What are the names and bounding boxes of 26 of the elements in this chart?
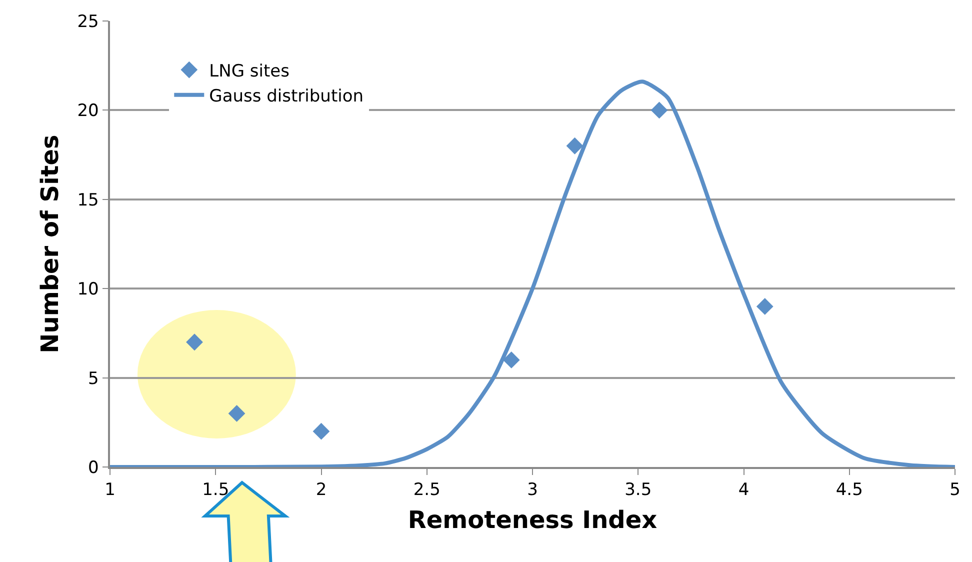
x-tick-label: 3.5	[624, 480, 652, 500]
point	[756, 298, 774, 315]
y-tick-label: 0	[88, 458, 99, 478]
x-tick-label: 1.5	[202, 480, 230, 500]
y-tick-label: 25	[77, 12, 99, 32]
point	[186, 334, 203, 351]
y-tick-label: 15	[77, 190, 99, 210]
y-tick-label: 5	[88, 368, 99, 389]
x-tick-label: 3	[527, 480, 538, 500]
y-tick-label: 20	[77, 101, 99, 122]
y-axis-title: Number of Sites	[36, 134, 64, 354]
x-tick-label: 2.5	[413, 480, 440, 500]
x-tick-label: 2	[316, 480, 327, 500]
legend-label: Gauss distribution	[209, 86, 364, 106]
x-tick-label: 4.5	[836, 480, 863, 500]
point	[502, 352, 520, 368]
point	[566, 137, 584, 154]
x-axis-title: Remoteness Index	[408, 506, 658, 534]
point	[650, 102, 668, 119]
x-tick-label: 1	[104, 480, 116, 500]
y-tick-label: 10	[77, 280, 99, 300]
point	[228, 405, 246, 422]
x-tick-label: 5	[950, 480, 960, 500]
legend-label: LNG sites	[209, 61, 290, 82]
point	[312, 422, 330, 440]
x-tick-label: 4	[738, 480, 750, 500]
